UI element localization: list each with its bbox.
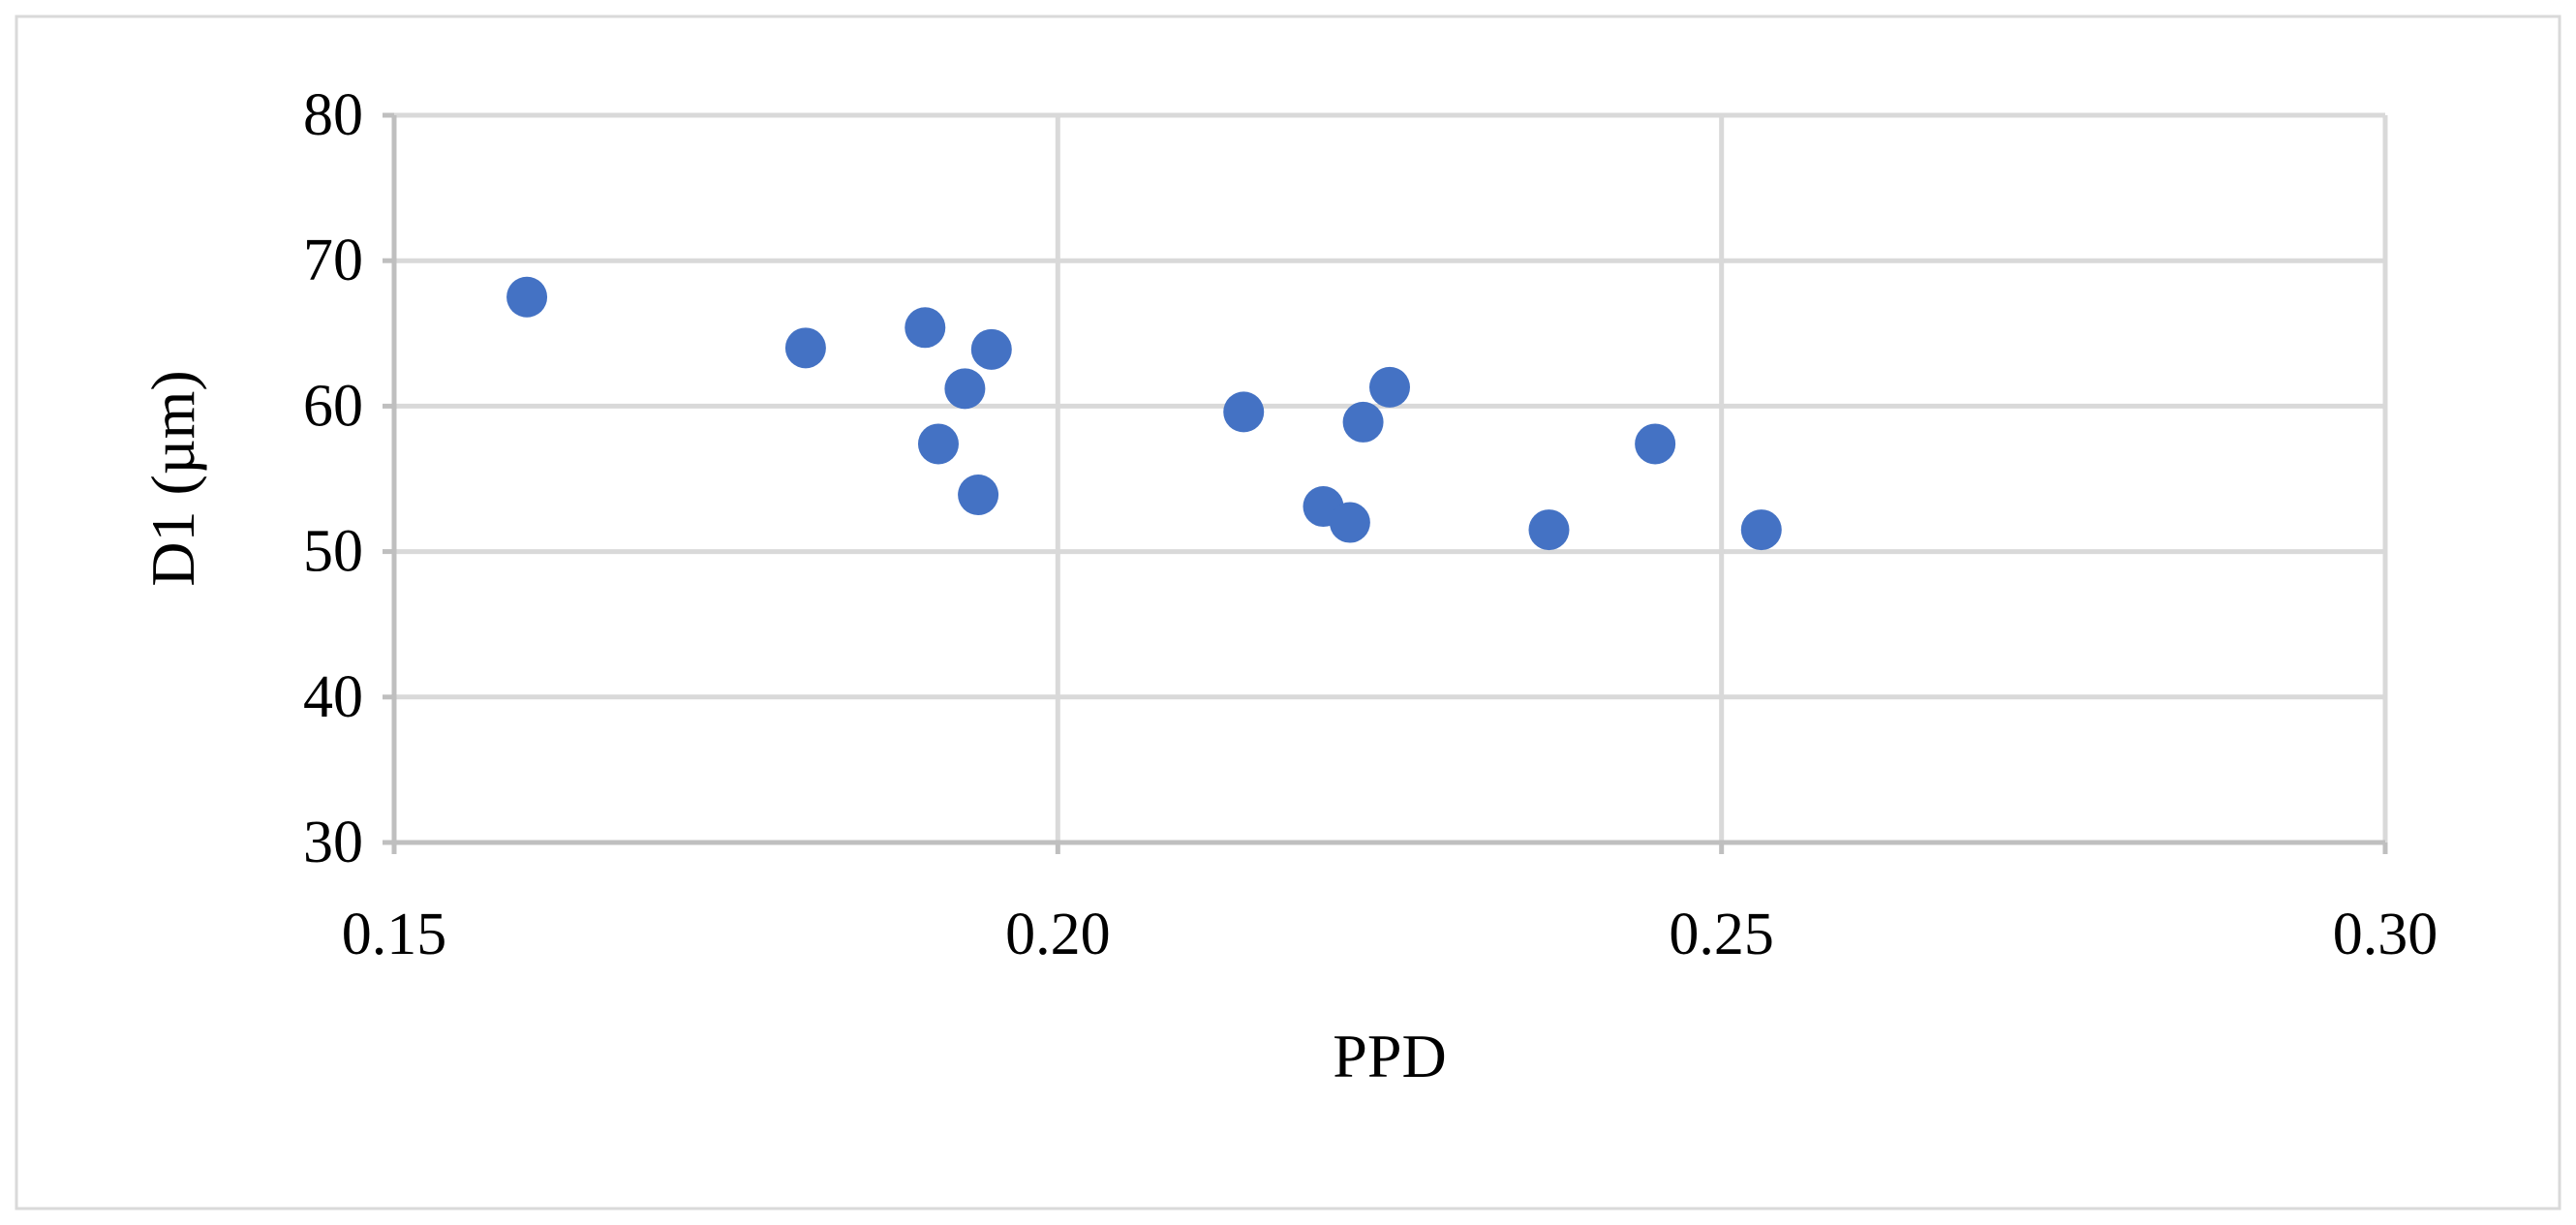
x-tick-labels: 0.15 0.20 0.25 0.30: [342, 902, 2438, 967]
x-tick-label: 0.15: [342, 902, 447, 967]
axes: [383, 112, 2388, 854]
y-tick-label: 30: [303, 810, 363, 875]
x-tick-label: 0.20: [1005, 902, 1111, 967]
data-point: [944, 368, 986, 410]
data-point: [1329, 502, 1370, 543]
x-tick-label: 0.30: [2333, 902, 2438, 967]
data-point: [1342, 401, 1384, 443]
y-axis-title: D1 (µm): [138, 370, 207, 587]
data-point: [1740, 509, 1782, 551]
data-point: [1528, 509, 1570, 551]
y-tick-label: 60: [303, 373, 363, 439]
y-tick-label: 70: [303, 228, 363, 293]
y-tick-labels: 30 40 50 60 70 80: [303, 82, 363, 875]
data-point: [1369, 366, 1410, 408]
y-tick-label: 50: [303, 519, 363, 585]
data-point: [506, 276, 548, 318]
data-point: [970, 328, 1012, 370]
data-point: [1635, 423, 1676, 465]
data-point: [905, 307, 946, 349]
data-point: [784, 327, 826, 369]
data-points: [506, 276, 1782, 551]
y-tick-label: 40: [303, 664, 363, 730]
x-axis-title: PPD: [1333, 1022, 1446, 1090]
data-point: [917, 423, 959, 465]
data-point: [958, 475, 999, 516]
chart-border: [15, 15, 2561, 1210]
x-tick-label: 0.25: [1669, 902, 1774, 967]
data-point: [1223, 391, 1265, 433]
y-tick-label: 80: [303, 82, 363, 148]
